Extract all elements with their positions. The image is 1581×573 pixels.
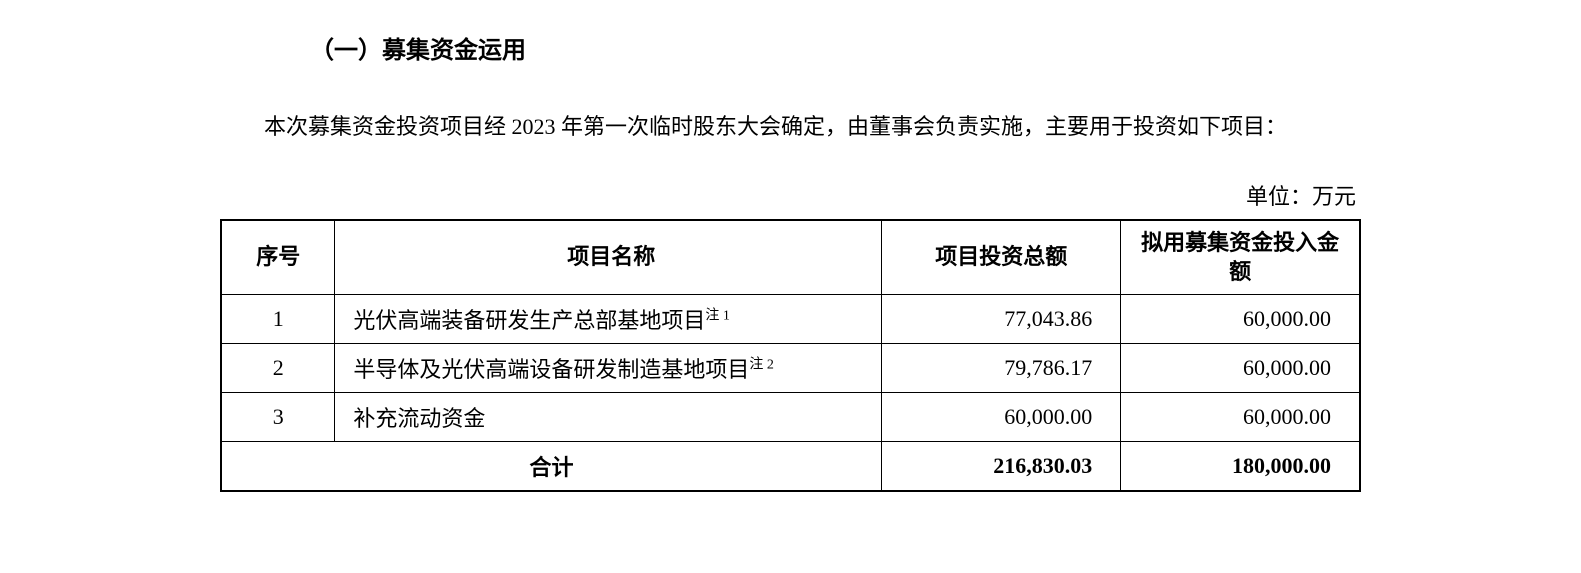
cell-fund-amount: 60,000.00 bbox=[1121, 295, 1360, 344]
note-superscript: 注 2 bbox=[749, 358, 774, 373]
cell-name: 光伏高端装备研发生产总部基地项目注 1 bbox=[335, 295, 882, 344]
cell-total-investment: 60,000.00 bbox=[882, 393, 1121, 442]
total-label: 合计 bbox=[221, 442, 882, 492]
table-row: 3补充流动资金60,000.0060,000.00 bbox=[221, 393, 1360, 442]
cell-fund-amount: 60,000.00 bbox=[1121, 393, 1360, 442]
col-header-total: 项目投资总额 bbox=[882, 220, 1121, 295]
cell-total-investment: 79,786.17 bbox=[882, 344, 1121, 393]
investment-table: 序号 项目名称 项目投资总额 拟用募集资金投入金额 1光伏高端装备研发生产总部基… bbox=[220, 219, 1361, 492]
cell-name: 补充流动资金 bbox=[335, 393, 882, 442]
table-total-row: 合计216,830.03180,000.00 bbox=[221, 442, 1360, 492]
cell-total-investment: 77,043.86 bbox=[882, 295, 1121, 344]
unit-label: 单位：万元 bbox=[220, 179, 1361, 211]
table-row: 2半导体及光伏高端设备研发制造基地项目注 279,786.1760,000.00 bbox=[221, 344, 1360, 393]
cell-seq: 1 bbox=[221, 295, 335, 344]
total-investment: 216,830.03 bbox=[882, 442, 1121, 492]
cell-seq: 3 bbox=[221, 393, 335, 442]
total-fund-amount: 180,000.00 bbox=[1121, 442, 1360, 492]
table-row: 1光伏高端装备研发生产总部基地项目注 177,043.8660,000.00 bbox=[221, 295, 1360, 344]
col-header-name: 项目名称 bbox=[335, 220, 882, 295]
col-header-seq: 序号 bbox=[221, 220, 335, 295]
col-header-fund: 拟用募集资金投入金额 bbox=[1121, 220, 1360, 295]
table-header-row: 序号 项目名称 项目投资总额 拟用募集资金投入金额 bbox=[221, 220, 1360, 295]
cell-name: 半导体及光伏高端设备研发制造基地项目注 2 bbox=[335, 344, 882, 393]
note-superscript: 注 1 bbox=[705, 309, 730, 324]
cell-seq: 2 bbox=[221, 344, 335, 393]
section-heading: （一）募集资金运用 bbox=[310, 30, 1361, 65]
cell-fund-amount: 60,000.00 bbox=[1121, 344, 1360, 393]
intro-paragraph: 本次募集资金投资项目经 2023 年第一次临时股东大会确定，由董事会负责实施，主… bbox=[220, 105, 1361, 149]
